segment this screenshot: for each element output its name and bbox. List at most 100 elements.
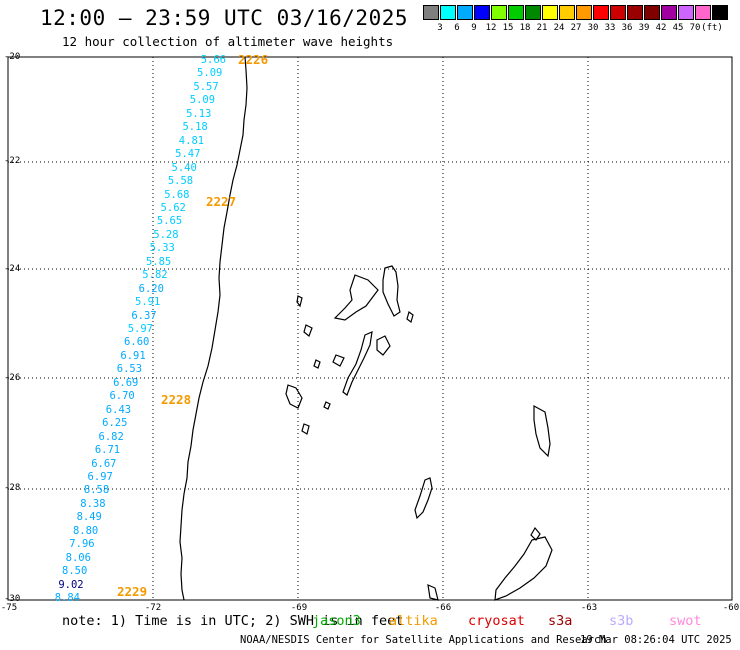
lon-label: -66: [434, 603, 452, 613]
legend-label: 12: [485, 23, 497, 33]
legend-unit: (ft): [701, 23, 723, 33]
legend-label: 27: [570, 23, 582, 33]
pass-label: 2226: [238, 52, 269, 67]
pass-label: 2227: [206, 194, 237, 209]
legend-label: 6: [454, 23, 460, 33]
wave-height-label: 6.20: [138, 282, 164, 295]
lat-label: -30: [4, 594, 21, 604]
wave-height-label: 5.85: [145, 255, 172, 268]
wave-height-label: 6.97: [87, 470, 113, 483]
sat-jason3: jason3: [312, 613, 361, 629]
legend-label: 70: [689, 23, 701, 33]
wave-height-label: 6.60: [124, 336, 150, 349]
wave-height-label: 5.66: [200, 54, 226, 66]
wave-height-label: 5.09: [189, 94, 216, 107]
wave-height-label: 5.97: [127, 323, 153, 335]
map-frame: [7, 56, 733, 601]
lon-label: -60: [722, 603, 740, 613]
wave-height-label: 5.33: [149, 242, 175, 255]
legend-label: 42: [655, 23, 667, 33]
wave-height-label: 8.58: [83, 484, 110, 497]
sat-s3b: s3b: [609, 613, 634, 629]
legend-swatch: [440, 5, 456, 20]
wave-height-label: 4.81: [178, 134, 205, 147]
legend-swatch: [542, 5, 558, 20]
pass-label: 2228: [161, 392, 192, 407]
legend-swatch: [423, 5, 439, 20]
legend-label: 18: [519, 23, 531, 33]
lat-label: -20: [4, 52, 21, 62]
wave-height-label: 5.62: [160, 201, 186, 214]
sat-s3a: s3a: [548, 613, 573, 629]
legend-swatch: [525, 5, 541, 20]
coastline: [179, 56, 553, 601]
wave-height-label: 5.18: [182, 121, 208, 134]
wave-height-label: 6.71: [94, 444, 121, 457]
legend-label: 45: [672, 23, 684, 33]
wave-height-label: 6.37: [131, 309, 157, 322]
wave-height-label: 5.40: [171, 161, 197, 174]
graticule: [8, 57, 732, 600]
lat-label: -24: [4, 264, 21, 274]
wave-height-label: 6.69: [113, 376, 139, 389]
legend-label: 39: [638, 23, 650, 33]
wave-height-label: 6.43: [105, 403, 132, 416]
legend-label: 21: [536, 23, 548, 33]
wave-height-label: 8.84: [54, 592, 80, 604]
footer-credit: NOAA/NESDIS Center for Satellite Applica…: [240, 634, 607, 646]
lat-label: -26: [4, 373, 21, 383]
wave-height-label: 8.49: [76, 511, 102, 524]
sat-altika: altika: [389, 613, 438, 629]
lon-label: -69: [290, 603, 308, 613]
wave-height-label: 6.82: [98, 430, 124, 443]
wave-height-label: 5.58: [167, 175, 194, 188]
lat-label: -22: [4, 156, 21, 166]
wave-height-label: 7.96: [69, 538, 95, 551]
lon-label: -72: [144, 603, 162, 613]
wave-height-label: 5.28: [153, 228, 179, 241]
wave-height-label: 6.67: [91, 457, 117, 470]
legend-swatch: [508, 5, 524, 20]
legend-swatch: [559, 5, 575, 20]
legend-label: 33: [604, 23, 616, 33]
pass-label: 2229: [117, 584, 148, 599]
wave-height-label: 8.80: [72, 524, 99, 537]
lat-label: -28: [4, 483, 21, 493]
footer-timestamp: 19 Mar 08:26:04 UTC 2025: [580, 634, 732, 646]
wave-height-label: 6.91: [120, 349, 146, 362]
lon-label: -63: [580, 603, 598, 613]
legend-swatch: [491, 5, 507, 20]
legend-label: 3: [437, 23, 443, 33]
legend-swatch: [627, 5, 643, 20]
legend-label: 15: [502, 23, 514, 33]
sat-cryosat: cryosat: [468, 613, 525, 629]
note-text: note: 1) Time is in UTC; 2) SWH is in fe…: [62, 613, 404, 629]
wave-height-label: 5.82: [142, 269, 168, 282]
wave-height-label: 5.91: [135, 296, 161, 309]
legend-swatch: [644, 5, 660, 20]
legend-swatch: [695, 5, 711, 20]
wave-height-label: 5.47: [175, 148, 201, 161]
wave-height-label: 6.25: [102, 417, 128, 430]
wave-height-label: 8.38: [80, 497, 106, 510]
wave-height-label: 5.65: [156, 215, 183, 228]
wave-height-label: 5.13: [186, 107, 212, 120]
sat-swot: swot: [669, 613, 702, 629]
wave-height-label: 8.06: [65, 551, 91, 564]
lon-label: -75: [0, 603, 18, 613]
wave-height-label: 5.68: [164, 188, 190, 201]
legend-swatch: [474, 5, 490, 20]
wave-height-label: 5.09: [197, 67, 223, 80]
map-title: 12:00 — 23:59 UTC 03/16/2025: [40, 6, 409, 30]
legend-swatch: [678, 5, 694, 20]
map-subtitle: 12 hour collection of altimeter wave hei…: [62, 34, 394, 49]
legend-swatch: [457, 5, 473, 20]
legend-label: 9: [471, 23, 477, 33]
legend-swatch: [576, 5, 592, 20]
legend-label: 36: [621, 23, 633, 33]
legend-swatch: [712, 5, 728, 20]
legend-swatch: [593, 5, 609, 20]
legend-label: 24: [553, 23, 565, 33]
legend-label: 30: [587, 23, 599, 33]
